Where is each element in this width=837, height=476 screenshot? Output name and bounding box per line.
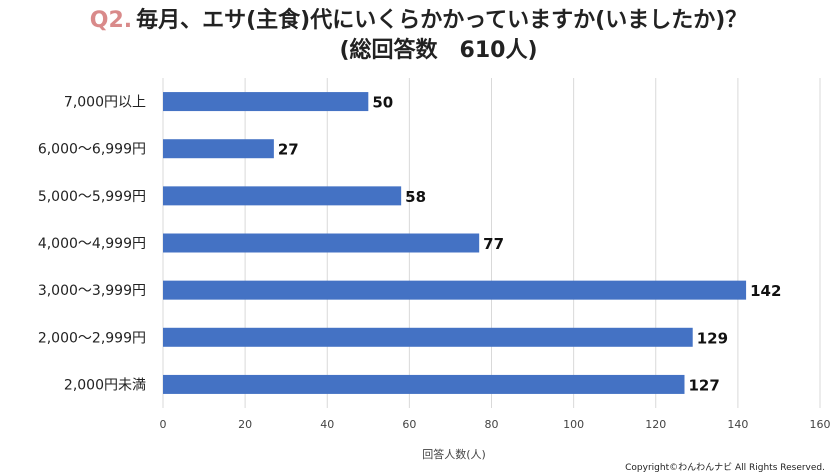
bars xyxy=(163,92,747,394)
category-label: 7,000円以上 xyxy=(64,95,146,111)
category-label: 4,000～4,999円 xyxy=(38,236,146,252)
question-number: Q2. xyxy=(89,8,133,33)
category-label: 6,000～6,999円 xyxy=(38,142,146,158)
bar xyxy=(163,186,402,206)
value-labels: 50 27 58 77 142 129 127 xyxy=(278,94,782,395)
bar xyxy=(163,92,369,112)
chart-title: Q2. 毎月、エサ(主食)代にいくらかかっていますか(いましたか)？ xyxy=(0,6,837,36)
data-label: 129 xyxy=(697,329,728,347)
category-label: 2,000円未満 xyxy=(64,377,146,393)
data-label: 50 xyxy=(372,94,393,112)
category-labels: 7,000円以上 6,000～6,999円 5,000～5,999円 4,000～4,… xyxy=(38,95,146,394)
bar xyxy=(163,280,747,300)
category-label: 5,000～5,999円 xyxy=(38,189,146,205)
bar xyxy=(163,139,274,159)
x-tick-label: 20 xyxy=(238,418,252,431)
bar xyxy=(163,374,685,394)
chart-subtitle: (総回答数 610人) xyxy=(339,38,538,63)
x-tick-label: 0 xyxy=(160,418,167,431)
bar xyxy=(163,327,693,347)
data-label: 27 xyxy=(278,141,299,159)
x-tick-label: 120 xyxy=(645,418,666,431)
data-label: 142 xyxy=(750,282,781,300)
data-label: 127 xyxy=(688,376,719,394)
data-label: 77 xyxy=(483,235,504,253)
x-tick-labels: 0 20 40 60 80 100 120 140 160 xyxy=(160,418,831,431)
category-label: 3,000～3,999円 xyxy=(38,283,146,299)
x-tick-label: 140 xyxy=(727,418,748,431)
bar xyxy=(163,233,480,253)
x-tick-label: 40 xyxy=(320,418,334,431)
question-text: 毎月、エサ(主食)代にいくらかかっていますか(いましたか)？ xyxy=(136,8,748,33)
copyright-text: Copyright©わんわんナビ All Rights Reserved. xyxy=(625,463,825,473)
x-tick-label: 80 xyxy=(485,418,499,431)
x-tick-label: 160 xyxy=(810,418,831,431)
data-label: 58 xyxy=(405,188,426,206)
x-tick-label: 60 xyxy=(402,418,416,431)
x-tick-label: 100 xyxy=(563,418,584,431)
category-label: 2,000～2,999円 xyxy=(38,330,146,346)
x-axis-label: 回答人数(人) xyxy=(422,447,486,461)
